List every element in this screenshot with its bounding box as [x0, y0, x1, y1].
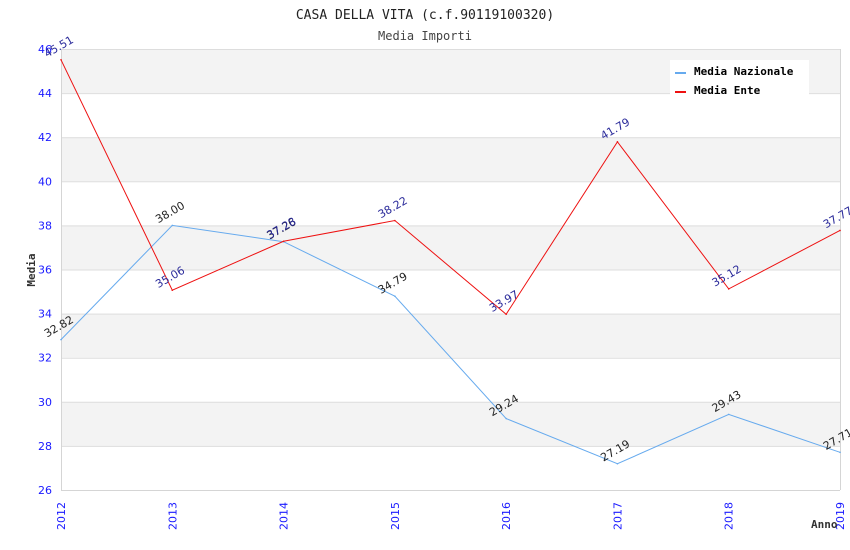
- x-tick-label: 2013: [166, 502, 179, 530]
- band: [61, 269, 840, 314]
- data-point: [171, 289, 174, 292]
- data-point: [394, 295, 396, 297]
- y-axis-label: Media: [25, 253, 38, 286]
- series-line-media-ente: [60, 59, 841, 316]
- x-tick-label: 2014: [278, 502, 291, 530]
- band: [61, 313, 840, 358]
- chart-subtitle: Media Importi: [378, 29, 472, 43]
- band: [61, 225, 840, 270]
- legend-box: [670, 60, 809, 98]
- band: [61, 357, 840, 402]
- x-tick-labels: 2012 2013 2014 2015 2016 2017 2018 2019: [55, 502, 847, 530]
- data-point: [505, 313, 507, 316]
- data-point: [839, 451, 841, 454]
- band: [61, 401, 840, 446]
- x-axis-label: Anno: [811, 518, 838, 531]
- x-tick-label: 2019: [834, 502, 847, 530]
- x-tick-label: 2012: [55, 502, 68, 530]
- x-tick-label: 2018: [723, 502, 736, 530]
- y-tick-label: 34: [38, 308, 52, 321]
- data-point: [727, 288, 730, 290]
- series-lines: [60, 59, 841, 465]
- data-point: [616, 462, 619, 465]
- data-point: [727, 413, 730, 416]
- y-tick-label: 36: [38, 264, 52, 277]
- y-tick-label: 26: [38, 484, 52, 497]
- legend: Media Nazionale Media Ente: [670, 60, 809, 98]
- data-point: [60, 59, 62, 61]
- y-tick-labels: 26 28 30 32 34 36 38 40 42 44 46: [38, 43, 52, 497]
- y-tick-label: 30: [38, 396, 52, 409]
- x-tick-label: 2016: [500, 502, 513, 530]
- chart-title: CASA DELLA VITA (c.f.90119100320): [296, 8, 554, 23]
- y-tick-label: 32: [38, 352, 52, 365]
- band: [61, 137, 840, 182]
- x-tick-label: 2017: [611, 502, 624, 530]
- y-tick-label: 42: [38, 131, 52, 144]
- legend-label-media-ente[interactable]: Media Ente: [694, 84, 761, 97]
- series-line-media-nazionale: [60, 224, 841, 465]
- y-tick-label: 38: [38, 219, 52, 232]
- legend-label-media-nazionale[interactable]: Media Nazionale: [694, 65, 794, 78]
- legend-swatch-media-ente: [675, 91, 686, 93]
- data-point: [282, 240, 285, 243]
- axes: [61, 49, 841, 491]
- y-tick-label: 28: [38, 440, 52, 453]
- data-point: [394, 219, 396, 222]
- y-tick-label: 40: [38, 175, 52, 188]
- data-point: [505, 417, 507, 420]
- data-point: [839, 229, 841, 232]
- band: [61, 445, 840, 490]
- data-point: [60, 338, 62, 341]
- data-point: [616, 141, 619, 143]
- data-point: [171, 224, 174, 227]
- y-tick-label: 46: [38, 43, 52, 56]
- plot-background-bands: [61, 49, 840, 490]
- x-tick-label: 2015: [389, 502, 402, 530]
- band: [61, 181, 840, 226]
- legend-swatch-media-nazionale: [675, 72, 686, 74]
- band: [61, 93, 840, 138]
- y-tick-label: 44: [38, 87, 52, 100]
